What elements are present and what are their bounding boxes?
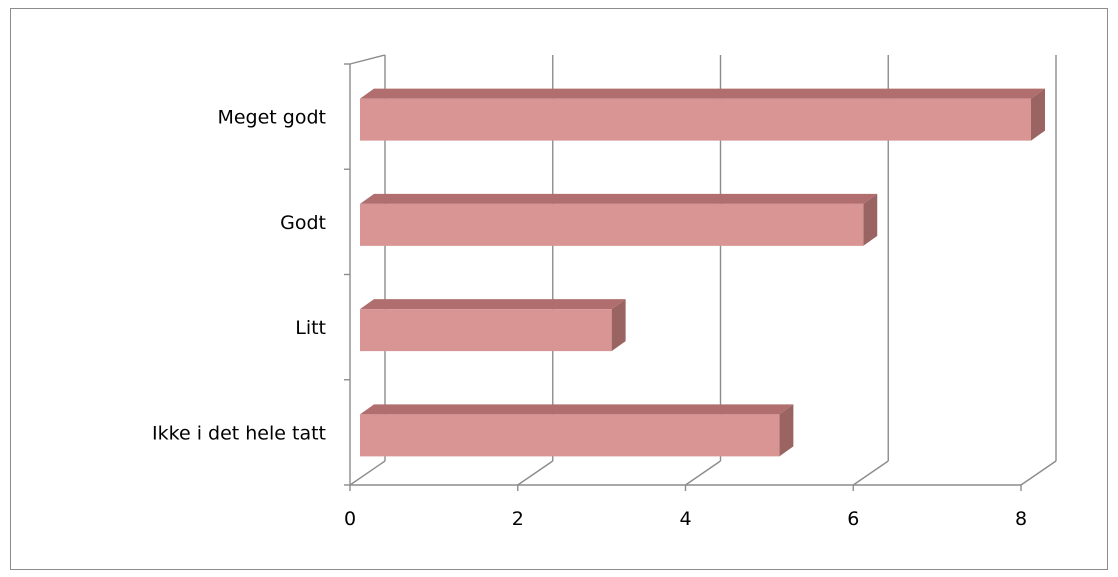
floor-line <box>349 460 386 486</box>
bar-side <box>611 299 626 352</box>
floor-line <box>517 460 554 486</box>
label-layer: 0 2 4 6 8 Meget godt Godt Litt Ikke i det hele t… <box>152 107 1027 530</box>
tick-label: 2 <box>512 508 524 530</box>
tick-label: 8 <box>1015 508 1027 530</box>
category-label: Ikke i det hele tatt <box>152 422 326 444</box>
bar-side <box>863 193 878 246</box>
bar-side <box>1031 88 1045 141</box>
floor-line <box>685 460 721 486</box>
bar-side <box>779 404 794 457</box>
bar <box>360 414 780 457</box>
bar <box>360 203 864 246</box>
category-label: Godt <box>280 212 326 234</box>
tick-label: 0 <box>344 508 356 530</box>
tick-label: 4 <box>679 508 691 530</box>
bar-top <box>360 404 794 415</box>
axis-wall-top <box>349 54 386 65</box>
bar <box>360 309 612 352</box>
floor-line <box>852 460 889 486</box>
floor-line <box>1020 460 1057 486</box>
tick-label: 6 <box>847 508 859 530</box>
bar-top <box>360 193 878 204</box>
bar-layer <box>360 88 1045 457</box>
category-label: Litt <box>295 317 326 339</box>
category-label: Meget godt <box>217 107 326 129</box>
bar-top <box>360 299 626 310</box>
bar-top <box>360 88 1045 99</box>
bar <box>360 98 1031 141</box>
